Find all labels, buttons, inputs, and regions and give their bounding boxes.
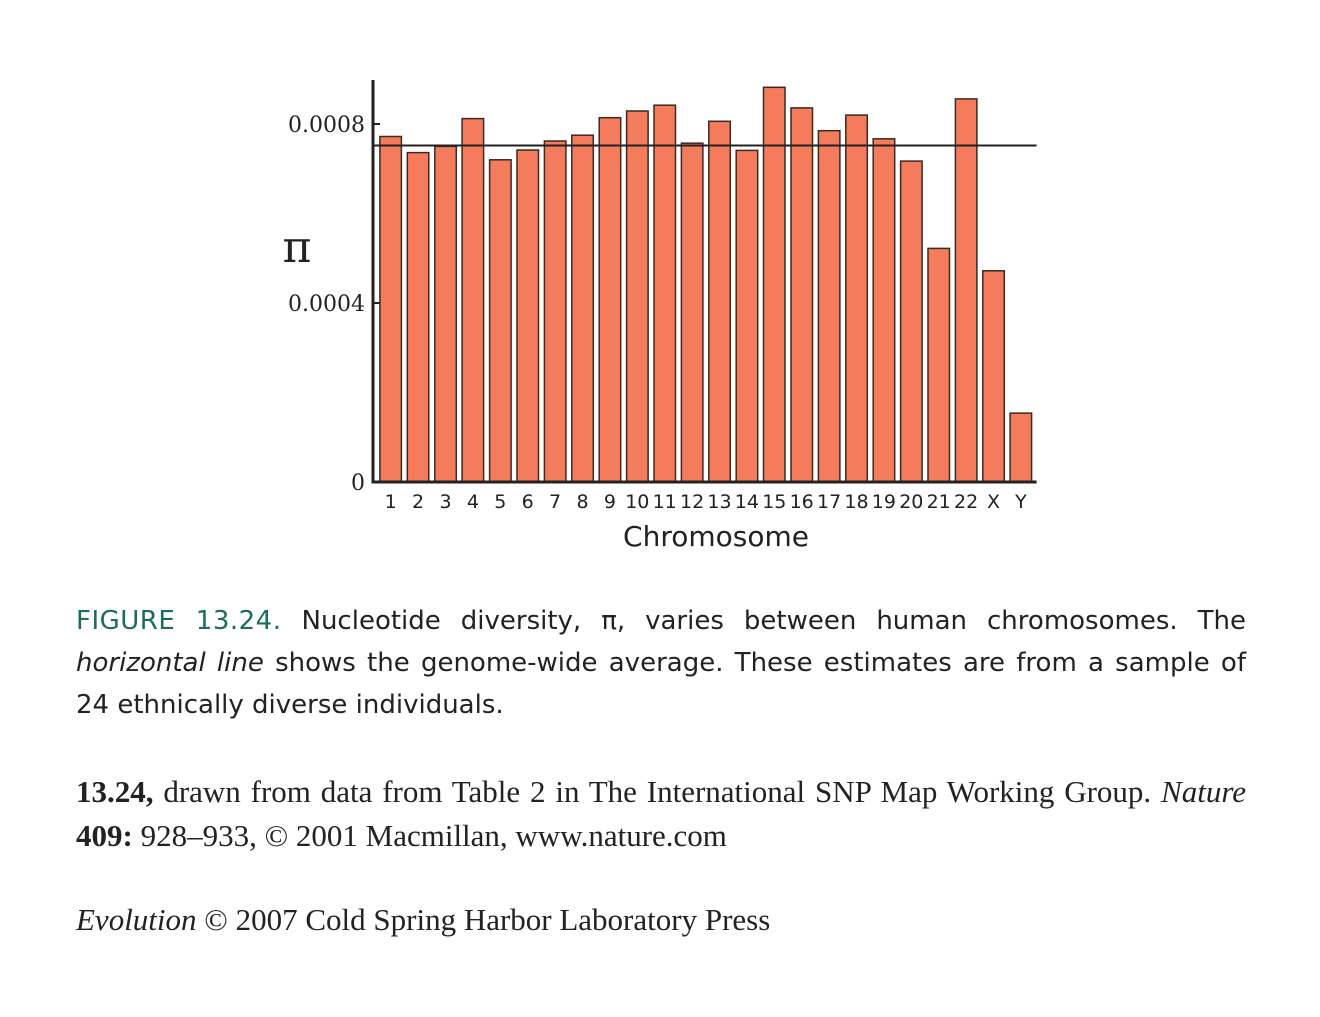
x-tick-label-X: X [987, 491, 1000, 513]
x-ticks-group: 1 2 3 4 5 6 7 8 9 10 11 12 13 14 15 16 17 18 19 20 21 22 X Y [385, 491, 1027, 513]
x-tick-label-22: 22 [954, 491, 978, 513]
bar-chromosome-9 [598, 116, 622, 483]
y-ticks-group: 0 0.0004 0.0008 [288, 113, 380, 496]
bar-chromosome-19 [872, 138, 896, 483]
bar-chromosome-17 [817, 129, 841, 483]
x-tick-label-20: 20 [899, 491, 923, 513]
bar-chromosome-21 [927, 247, 951, 483]
x-tick-label-12: 12 [680, 491, 704, 513]
x-tick-label-14: 14 [735, 491, 759, 513]
x-tick-label-21: 21 [927, 491, 951, 513]
caption-italic: horizontal line [76, 648, 264, 678]
bar-chromosome-X [982, 270, 1006, 483]
bar-chromosome-22 [954, 98, 978, 483]
bar-chromosome-5 [488, 159, 512, 483]
y-tick-label: 0 [351, 471, 365, 496]
y-tick-label: 0.0004 [288, 292, 365, 317]
bar-chromosome-Y [1009, 412, 1033, 483]
bar-chromosome-15 [762, 86, 786, 483]
figure-caption: FIGURE 13.24. Nucleotide diversity, π, v… [76, 600, 1246, 726]
bar-chromosome-13 [708, 120, 732, 483]
bar-chromosome-16 [790, 107, 814, 483]
bar-chromosome-10 [625, 110, 649, 483]
book-copyright: Evolution © 2007 Cold Spring Harbor Labo… [76, 898, 1246, 942]
y-tick-label: 0.0008 [288, 113, 365, 138]
source-figure-number: 13.24, [76, 774, 154, 809]
x-tick-label-Y: Y [1014, 491, 1027, 513]
bar-chromosome-6 [516, 149, 540, 483]
bar-chromosome-20 [899, 160, 923, 483]
bar-chromosome-7 [543, 140, 567, 483]
bar-chromosome-2 [406, 151, 430, 483]
bars-group [379, 86, 1033, 483]
caption-text-2: shows the genome-wide average. These est… [76, 648, 1246, 720]
x-tick-label-3: 3 [439, 491, 451, 513]
x-tick-label-19: 19 [872, 491, 896, 513]
x-tick-label-18: 18 [844, 491, 868, 513]
x-tick-label-2: 2 [412, 491, 424, 513]
source-journal: Nature [1161, 774, 1246, 809]
source-text-3: 928–933, © 2001 Macmillan, www.nature.co… [132, 818, 727, 853]
x-tick-label-4: 4 [467, 491, 479, 513]
x-tick-label-17: 17 [817, 491, 841, 513]
copyright-text: © 2007 Cold Spring Harbor Laboratory Pre… [196, 902, 771, 937]
bar-chromosome-14 [735, 149, 759, 483]
x-tick-label-11: 11 [653, 491, 677, 513]
source-text-1: drawn from data from Table 2 in The Inte… [153, 774, 1162, 809]
bar-chromosome-12 [680, 142, 704, 483]
bar-chromosome-1 [379, 135, 403, 483]
x-tick-label-15: 15 [762, 491, 786, 513]
x-tick-label-1: 1 [385, 491, 397, 513]
book-title: Evolution [76, 902, 197, 937]
x-axis-label: Chromosome [623, 520, 809, 553]
x-tick-label-9: 9 [604, 491, 616, 513]
y-axis-label: π [283, 222, 312, 273]
bar-chromosome-8 [571, 134, 595, 483]
source-credit: 13.24, drawn from data from Table 2 in T… [76, 770, 1246, 858]
x-tick-label-7: 7 [549, 491, 561, 513]
figure-label: FIGURE 13.24. [76, 606, 282, 636]
caption-text-1: Nucleotide diversity, π, varies between … [281, 606, 1247, 636]
x-tick-label-8: 8 [576, 491, 588, 513]
x-tick-label-5: 5 [494, 491, 506, 513]
source-volume: 409: [76, 818, 133, 853]
x-tick-label-6: 6 [522, 491, 534, 513]
x-tick-label-13: 13 [707, 491, 731, 513]
bar-chromosome-18 [845, 114, 869, 483]
bar-chromosome-3 [434, 145, 458, 483]
bar-chromosome-4 [461, 117, 485, 483]
x-tick-label-16: 16 [790, 491, 814, 513]
bar-chromosome-11 [653, 104, 677, 483]
x-tick-label-10: 10 [625, 491, 649, 513]
